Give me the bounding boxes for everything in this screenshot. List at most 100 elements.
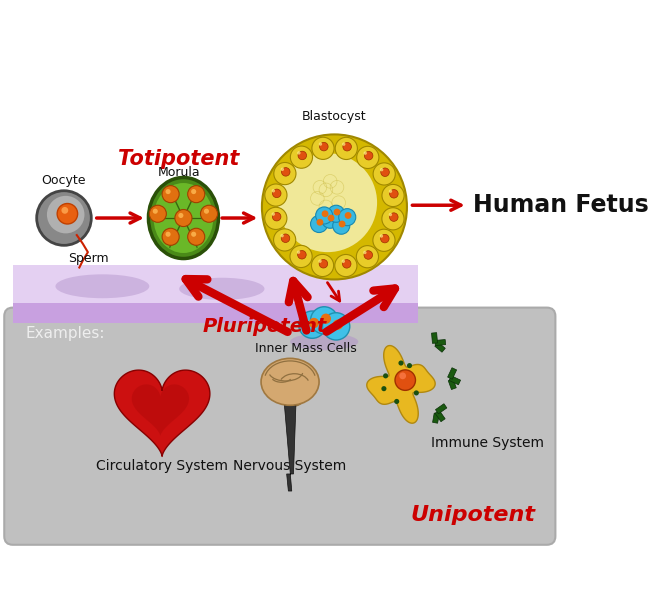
Circle shape [363,251,367,254]
Circle shape [57,204,77,224]
Polygon shape [447,368,457,379]
Ellipse shape [279,388,304,407]
Circle shape [272,213,275,216]
Text: Nervous System: Nervous System [234,459,346,473]
Circle shape [309,318,319,328]
Circle shape [327,214,335,222]
Circle shape [342,143,346,146]
Circle shape [381,386,386,391]
Circle shape [414,391,419,395]
Circle shape [153,208,158,214]
Circle shape [321,210,329,217]
Ellipse shape [290,333,358,350]
Circle shape [290,246,312,268]
Circle shape [343,143,352,151]
Circle shape [274,229,296,251]
Ellipse shape [261,358,319,406]
Circle shape [188,186,205,202]
Circle shape [265,184,287,206]
Circle shape [162,186,179,202]
Circle shape [191,189,196,194]
Circle shape [178,213,184,218]
Circle shape [191,232,196,237]
Circle shape [398,361,403,365]
Circle shape [188,228,205,246]
Circle shape [297,151,300,155]
Circle shape [278,153,377,252]
Circle shape [316,219,323,226]
Circle shape [333,319,343,330]
Polygon shape [114,370,210,456]
Circle shape [323,313,350,340]
Polygon shape [132,385,189,436]
Circle shape [280,234,284,237]
Circle shape [319,259,328,268]
Text: Inner Mass Cells: Inner Mass Cells [255,342,356,355]
Polygon shape [449,376,461,385]
Circle shape [389,213,392,216]
Circle shape [162,228,179,246]
Circle shape [400,373,406,379]
Circle shape [344,212,352,219]
Circle shape [382,208,404,230]
Polygon shape [284,401,296,491]
Text: Sperm: Sperm [68,252,109,265]
Circle shape [310,307,338,334]
Circle shape [291,146,312,168]
Circle shape [281,168,284,171]
Circle shape [281,234,290,243]
Polygon shape [448,379,457,389]
Circle shape [380,234,383,238]
Circle shape [327,205,344,222]
Circle shape [335,137,358,159]
Circle shape [272,189,281,198]
Circle shape [383,373,388,379]
Circle shape [318,259,321,263]
Circle shape [338,208,356,226]
Circle shape [204,208,209,214]
Circle shape [150,205,167,222]
FancyBboxPatch shape [5,308,556,544]
Polygon shape [435,340,445,346]
Circle shape [47,196,85,234]
Circle shape [319,143,328,151]
Circle shape [165,232,171,237]
Circle shape [335,255,357,277]
Circle shape [272,213,281,221]
Ellipse shape [179,278,264,300]
Circle shape [382,184,404,207]
Ellipse shape [154,183,213,253]
Text: Totipotent: Totipotent [119,149,240,168]
Text: Blastocyst: Blastocyst [302,110,367,123]
Circle shape [356,246,379,268]
Circle shape [373,229,395,252]
Circle shape [298,151,306,160]
Circle shape [201,205,218,222]
Circle shape [312,137,334,159]
Circle shape [165,189,171,194]
Circle shape [175,210,192,226]
Circle shape [316,207,333,224]
Circle shape [380,168,389,177]
Circle shape [389,189,392,193]
Circle shape [297,250,300,254]
Circle shape [274,162,296,184]
Circle shape [265,207,287,229]
Circle shape [390,213,398,222]
Polygon shape [436,404,447,414]
Ellipse shape [148,177,218,259]
Polygon shape [13,265,418,303]
Circle shape [298,250,306,259]
Circle shape [338,220,346,228]
Circle shape [312,255,334,277]
Text: Unipotent: Unipotent [411,505,536,525]
Circle shape [321,314,331,324]
Polygon shape [435,342,445,352]
Circle shape [319,143,322,146]
Text: Morula: Morula [158,166,201,179]
Text: Immune System: Immune System [431,435,544,450]
Circle shape [262,134,407,280]
Polygon shape [13,303,418,323]
Text: Circulatory System: Circulatory System [96,459,228,473]
Circle shape [364,251,373,259]
